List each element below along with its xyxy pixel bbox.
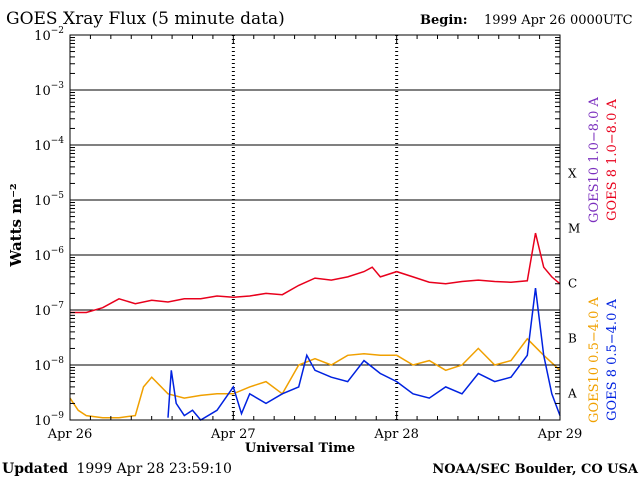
legend-entry: GOES10 0.5−4.0 A	[587, 296, 602, 422]
legend-entry: GOES10 1.0−8.0 A	[587, 96, 602, 222]
series-layer	[69, 232, 561, 421]
flare-class-label: B	[568, 332, 577, 346]
series-line	[167, 288, 561, 421]
updated-footer: Updated 1999 Apr 28 23:59:10	[2, 461, 232, 477]
series-line	[70, 232, 561, 314]
x-tick-label: Apr 29	[537, 427, 583, 442]
plot-frame	[69, 34, 561, 421]
y-tick-label: 10−4	[34, 136, 64, 154]
flare-class-label: M	[568, 222, 580, 236]
x-tick-label: Apr 26	[47, 427, 93, 442]
y-tick-label: 10−3	[34, 81, 64, 99]
series-line	[69, 337, 561, 419]
axis-layer: 10−9 10−8 10−7 10−6 10−5 10−4 10−3 10−2 Apr 26 Ap…	[34, 26, 582, 442]
chart-title: GOES Xray Flux (5 minute data)	[6, 9, 285, 29]
y-tick-label: 10−5	[34, 191, 64, 209]
y-tick-label: 10−2	[34, 26, 64, 44]
y-tick-label: 10−6	[34, 246, 64, 264]
legend-entry: GOES 8 1.0−8.0 A	[605, 99, 620, 221]
flare-class-label: X	[568, 167, 577, 181]
x-tick-label: Apr 27	[210, 427, 256, 442]
begin-value: 1999 Apr 26 0000UTC	[484, 13, 633, 28]
x-tick-label: Apr 28	[373, 427, 419, 442]
grid-layer	[70, 35, 560, 420]
y-tick-label: 10−8	[34, 356, 64, 374]
flare-class-label: C	[568, 277, 577, 291]
flare-class-label: A	[567, 387, 577, 401]
updated-label: Updated	[2, 461, 68, 477]
x-axis-title: Universal Time	[245, 441, 355, 456]
legend-layer: GOES10 1.0−8.0 A GOES 8 1.0−8.0 A GOES10 0…	[587, 96, 620, 422]
y-tick-label: 10−7	[34, 301, 64, 319]
legend-entry: GOES 8 0.5−4.0 A	[605, 299, 620, 421]
credit-footer: NOAA/SEC Boulder, CO USA	[432, 462, 639, 477]
begin-label: Begin:	[420, 13, 468, 28]
y-axis-title: Watts m⁻²	[7, 183, 25, 267]
y-tick-label: 10−9	[34, 411, 64, 429]
updated-value: 1999 Apr 28 23:59:10	[76, 461, 231, 477]
